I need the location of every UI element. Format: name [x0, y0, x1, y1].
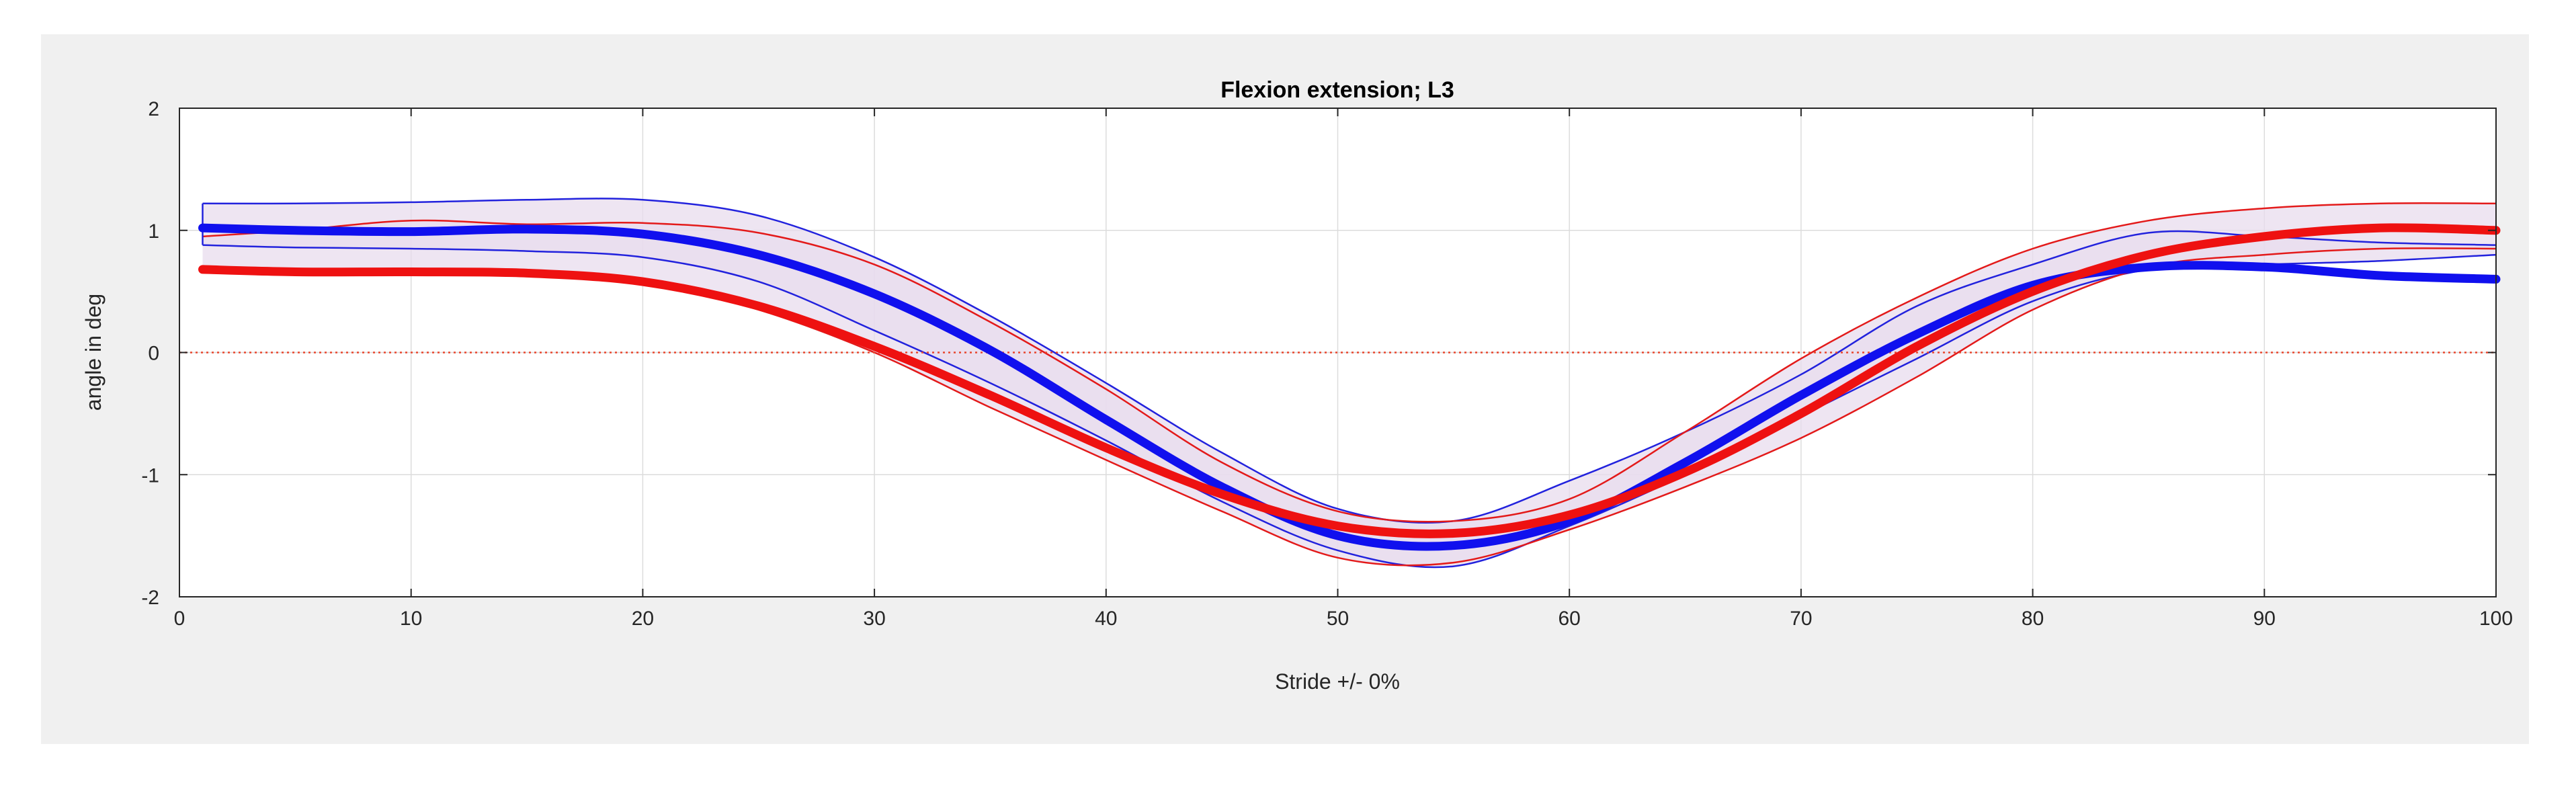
- x-tick-label: 60: [1559, 608, 1581, 630]
- band-upper-line-1: [202, 202, 2497, 523]
- x-tick-label: 80: [2022, 608, 2044, 630]
- chart-title: Flexion extension; L3: [1220, 77, 1454, 103]
- band-upper-line-0: [202, 198, 2497, 524]
- x-tick-label: 90: [2253, 608, 2276, 630]
- series-line-0: [198, 223, 2501, 551]
- x-tick-label: 70: [1790, 608, 1812, 630]
- series-lines: [198, 223, 2501, 551]
- x-tick-label: 30: [863, 608, 885, 630]
- x-tick-label: 10: [400, 608, 422, 630]
- x-axis-label: Stride +/- 0%: [1275, 669, 1400, 694]
- x-tick-label: 50: [1327, 608, 1349, 630]
- x-tick-label: 0: [174, 608, 185, 630]
- axis-ticks: 0 10 20 30 40 50 60 70 80 90 100 -2 -1 0 1 2: [141, 98, 2513, 630]
- series-line-1: [198, 223, 2501, 538]
- y-tick-label: 0: [148, 343, 159, 365]
- band-fill-1: [202, 203, 2496, 566]
- y-tick-label: -1: [141, 464, 159, 487]
- x-tick-label: 20: [632, 608, 654, 630]
- x-tick-label: 100: [2479, 608, 2513, 630]
- y-tick-label: 2: [148, 98, 159, 120]
- x-tick-label: 40: [1095, 608, 1117, 630]
- y-axis-label: angle in deg: [81, 294, 106, 411]
- y-tick-label: -2: [141, 587, 159, 609]
- y-tick-label: 1: [148, 220, 159, 243]
